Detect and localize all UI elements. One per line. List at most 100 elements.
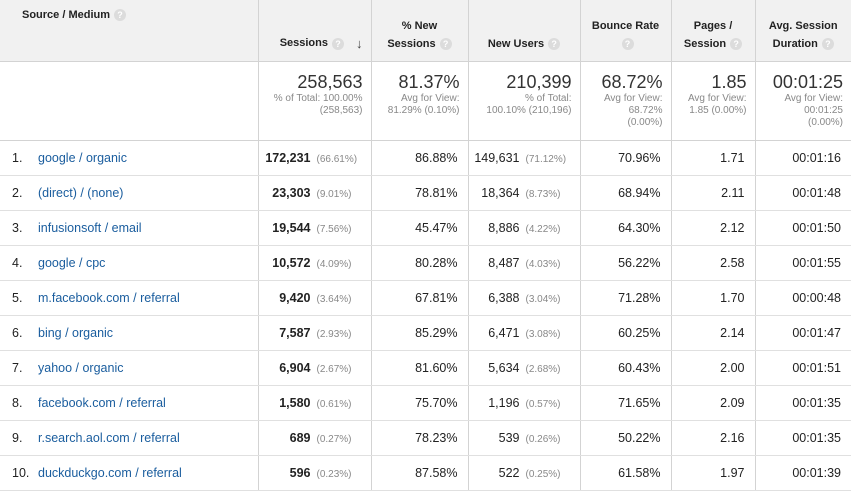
source-medium-link[interactable]: infusionsoft / email [38, 220, 142, 235]
sessions-value: 6,904 [279, 360, 311, 375]
source-medium-link[interactable]: duckduckgo.com / referral [38, 465, 182, 480]
pages-session-cell: 1.71 [671, 140, 756, 176]
total-bounce-rate-sub2: 68.72% [628, 104, 663, 116]
row-index: 2. [12, 185, 23, 200]
total-duration-sub3: (0.00%) [807, 116, 843, 128]
new-users-cell: 6,471 (3.08%) [468, 315, 581, 351]
help-icon[interactable]: ? [621, 37, 634, 50]
row-index: 3. [12, 220, 23, 235]
source-cell: 8. facebook.com / referral [0, 385, 259, 421]
column-header-sessions[interactable]: Sessions? ↓ [258, 0, 372, 62]
pages-session-cell: 1.97 [671, 455, 756, 491]
source-medium-link[interactable]: m.facebook.com / referral [38, 290, 180, 305]
source-cell: 7. yahoo / organic [0, 350, 259, 386]
bounce-rate-cell: 60.25% [580, 315, 672, 351]
new-users-cell: 1,196 (0.57%) [468, 385, 581, 421]
avg-duration-cell: 00:01:47 [755, 315, 851, 351]
new-users-percent: (71.12%) [525, 153, 567, 165]
pages-session-cell: 2.58 [671, 245, 756, 281]
total-new-users-value: 210,399 [506, 71, 572, 92]
column-header-bounce-rate[interactable]: Bounce Rate ? [580, 0, 672, 62]
pages-session-cell: 2.16 [671, 420, 756, 456]
help-icon[interactable]: ? [332, 37, 344, 50]
pages-label-line2: Session [683, 37, 727, 50]
new-users-percent: (0.25%) [525, 468, 561, 480]
table-row: 5. m.facebook.com / referral 9,420 (3.64%)… [0, 280, 851, 316]
source-cell: 9. r.search.aol.com / referral [0, 420, 259, 456]
new-sessions-label-line2: Sessions [387, 37, 436, 50]
pages-session-cell: 2.14 [671, 315, 756, 351]
table-row: 8. facebook.com / referral 1,580 (0.61%) 7… [0, 385, 851, 421]
help-icon[interactable]: ? [730, 37, 743, 50]
total-sessions-value: 258,563 [297, 71, 363, 92]
new-sessions-cell: 45.47% [371, 210, 469, 246]
row-index: 1. [12, 150, 23, 165]
sessions-cell: 23,303 (9.01%) [258, 175, 372, 211]
sessions-cell: 1,580 (0.61%) [258, 385, 372, 421]
column-header-new-users[interactable]: New Users? [468, 0, 581, 62]
new-users-value: 149,631 [474, 150, 520, 165]
new-users-value: 8,487 [488, 255, 520, 270]
row-index: 8. [12, 395, 23, 410]
total-sessions-sub2: (258,563) [319, 104, 363, 116]
new-users-percent: (0.57%) [525, 398, 561, 410]
new-users-value: 539 [498, 430, 520, 445]
source-medium-link[interactable]: r.search.aol.com / referral [38, 430, 180, 445]
sessions-value: 689 [289, 430, 311, 445]
new-sessions-cell: 78.81% [371, 175, 469, 211]
source-medium-link[interactable]: (direct) / (none) [38, 185, 124, 200]
column-header-new-sessions[interactable]: % New Sessions? [371, 0, 469, 62]
sort-descending-icon[interactable]: ↓ [356, 35, 363, 51]
table-row: 9. r.search.aol.com / referral 689 (0.27%)… [0, 420, 851, 456]
help-icon[interactable]: ? [114, 9, 127, 22]
total-pages-session: 1.85 Avg for View: 1.85 (0.00%) [671, 61, 756, 141]
total-bounce-rate-sub1: Avg for View: [603, 92, 663, 104]
source-medium-link[interactable]: bing / organic [38, 325, 114, 340]
total-pages-sub2: 1.85 (0.00%) [689, 104, 747, 116]
sessions-cell: 596 (0.23%) [258, 455, 372, 491]
new-users-cell: 149,631 (71.12%) [468, 140, 581, 176]
column-header-source-medium[interactable]: Source / Medium? [0, 0, 259, 62]
source-medium-label: Source / Medium [22, 9, 111, 21]
help-icon[interactable]: ? [821, 37, 834, 50]
new-sessions-cell: 86.88% [371, 140, 469, 176]
total-duration-sub1: Avg for View: [784, 92, 843, 104]
source-cell: 1. google / organic [0, 140, 259, 176]
sessions-cell: 6,904 (2.67%) [258, 350, 372, 386]
sessions-value: 9,420 [279, 290, 311, 305]
bounce-rate-cell: 71.28% [580, 280, 672, 316]
avg-duration-cell: 00:01:16 [755, 140, 851, 176]
bounce-rate-cell: 64.30% [580, 210, 672, 246]
column-header-pages-session[interactable]: Pages / Session? [671, 0, 756, 62]
sessions-cell: 172,231 (66.61%) [258, 140, 372, 176]
source-medium-link[interactable]: google / organic [38, 150, 127, 165]
new-users-percent: (2.68%) [525, 363, 561, 375]
pages-session-cell: 1.70 [671, 280, 756, 316]
new-sessions-cell: 80.28% [371, 245, 469, 281]
total-bounce-rate: 68.72% Avg for View: 68.72% (0.00%) [580, 61, 672, 141]
table-row: 6. bing / organic 7,587 (2.93%) 85.29% 6,4… [0, 315, 851, 351]
row-index: 4. [12, 255, 23, 270]
source-medium-link[interactable]: facebook.com / referral [38, 395, 166, 410]
table-row: 10. duckduckgo.com / referral 596 (0.23%) … [0, 455, 851, 491]
sessions-value: 19,544 [272, 220, 311, 235]
help-icon[interactable]: ? [439, 37, 452, 50]
new-users-value: 1,196 [488, 395, 520, 410]
total-bounce-rate-value: 68.72% [601, 71, 663, 92]
source-medium-link[interactable]: google / cpc [38, 255, 106, 270]
sessions-value: 596 [289, 465, 311, 480]
help-icon[interactable]: ? [548, 37, 561, 50]
bounce-rate-cell: 68.94% [580, 175, 672, 211]
column-header-avg-session-duration[interactable]: Avg. Session Duration? [755, 0, 851, 62]
source-medium-link[interactable]: yahoo / organic [38, 360, 124, 375]
sessions-cell: 7,587 (2.93%) [258, 315, 372, 351]
avg-duration-cell: 00:01:50 [755, 210, 851, 246]
avg-duration-cell: 00:01:48 [755, 175, 851, 211]
pages-session-cell: 2.11 [671, 175, 756, 211]
sessions-value: 7,587 [279, 325, 311, 340]
new-users-value: 6,471 [488, 325, 520, 340]
total-sessions-sub1: % of Total: 100.00% [273, 92, 363, 104]
new-users-value: 5,634 [488, 360, 520, 375]
sessions-label: Sessions [279, 37, 328, 50]
